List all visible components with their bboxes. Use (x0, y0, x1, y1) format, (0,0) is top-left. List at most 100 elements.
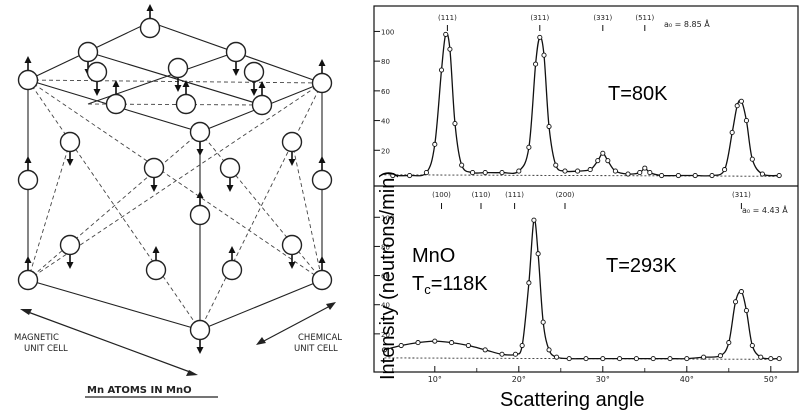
data-point (738, 98, 744, 104)
mn-atom (59, 131, 81, 166)
top-reflection-labels: (111) (311) (331) (511) (438, 14, 654, 31)
data-point (499, 351, 505, 357)
spin-up-arrow (24, 156, 32, 170)
chemical-cell-arrow (256, 302, 336, 345)
data-point (449, 340, 455, 346)
data-point (390, 172, 396, 179)
data-point (519, 342, 525, 349)
spin-up-arrow (258, 81, 266, 95)
data-point (701, 354, 707, 360)
data-point (526, 280, 532, 286)
data-point (738, 289, 744, 295)
data-point (526, 144, 532, 150)
spin-down-arrow (196, 340, 204, 354)
chemical-label-line1: CHEMICAL (298, 333, 342, 343)
data-point (647, 170, 653, 176)
data-point (423, 170, 429, 176)
bottom-series-line (384, 218, 780, 360)
spin-up-arrow (182, 80, 190, 94)
material-label: MnO (412, 245, 455, 267)
top-series-points (390, 31, 782, 179)
magnetic-label-line1: MAGNETIC (14, 333, 59, 343)
mn-atom (167, 57, 189, 92)
reflection-label: (111) (438, 14, 457, 22)
y-tick-label: 60 (381, 88, 390, 96)
mn-atom (143, 157, 165, 192)
x-tick-label: 10° (428, 375, 442, 384)
data-point (516, 168, 522, 174)
y-tick-label: 20 (381, 147, 390, 155)
x-axis-label: Scattering angle (500, 389, 645, 411)
data-point (734, 103, 740, 109)
data-point (650, 356, 656, 362)
y-tick-label: 100 (381, 28, 394, 36)
mn-atom (311, 256, 333, 291)
x-tick-label: 20° (512, 375, 526, 384)
top-temperature-label: T=80K (608, 83, 668, 105)
data-point (432, 338, 438, 344)
data-point (675, 172, 681, 179)
mn-atom (17, 156, 39, 191)
y-tick-label: 40 (381, 118, 390, 126)
data-point (447, 46, 453, 52)
mn-atom (86, 61, 108, 96)
chemical-label-line2: UNIT CELL (294, 344, 338, 354)
y-tick-label: 100 (381, 214, 394, 222)
data-point (470, 170, 476, 176)
data-point (732, 299, 739, 305)
y-tick-label: 80 (381, 243, 390, 251)
data-point (575, 168, 581, 174)
data-point (684, 356, 690, 362)
data-point (595, 158, 601, 164)
data-point (659, 172, 665, 179)
data-point (452, 120, 458, 127)
y-tick-label: 80 (381, 58, 390, 66)
mn-atom (189, 191, 211, 226)
tc-label: Tc=118K (412, 273, 488, 297)
data-point (600, 356, 606, 362)
y-tick-label: 40 (381, 302, 390, 310)
data-point (562, 168, 568, 174)
mn-atom (225, 41, 247, 76)
mn-atom (145, 246, 167, 281)
reflection-label: (111) (505, 191, 524, 199)
data-point (415, 340, 421, 346)
data-point (637, 170, 643, 176)
spin-up-arrow (318, 59, 326, 73)
magnetic-cell-arrow (20, 309, 198, 376)
data-point (709, 172, 715, 179)
mn-atom (59, 234, 81, 269)
spin-down-arrow (288, 255, 296, 269)
reflection-label: (200) (556, 191, 575, 199)
reflection-label: (311) (530, 14, 549, 22)
data-point (535, 251, 541, 257)
spin-up-arrow (196, 191, 204, 205)
data-point (537, 34, 543, 40)
spin-down-arrow (226, 178, 234, 192)
data-point (743, 118, 749, 124)
data-point (729, 129, 735, 136)
data-point (533, 61, 539, 67)
spin-up-arrow (228, 246, 236, 260)
spin-down-arrow (174, 78, 182, 92)
data-point (768, 356, 774, 362)
data-point (642, 165, 648, 171)
data-point (443, 31, 449, 37)
lattice-atoms (17, 4, 333, 354)
top-y-ticks: 20 40 60 80 100 (374, 28, 394, 155)
spin-down-arrow (93, 82, 101, 96)
data-point (625, 171, 631, 177)
data-point (587, 167, 593, 173)
spin-up-arrow (24, 256, 32, 270)
data-point (554, 354, 560, 360)
top-series-line (392, 32, 780, 177)
mn-atom (219, 157, 241, 192)
x-ticks: 10° 20° 30° 40° 50° (392, 366, 778, 384)
mn-atom (139, 4, 161, 39)
mn-atom (221, 246, 243, 281)
data-point (540, 319, 546, 325)
spin-up-arrow (318, 156, 326, 170)
spin-up-arrow (146, 4, 154, 18)
